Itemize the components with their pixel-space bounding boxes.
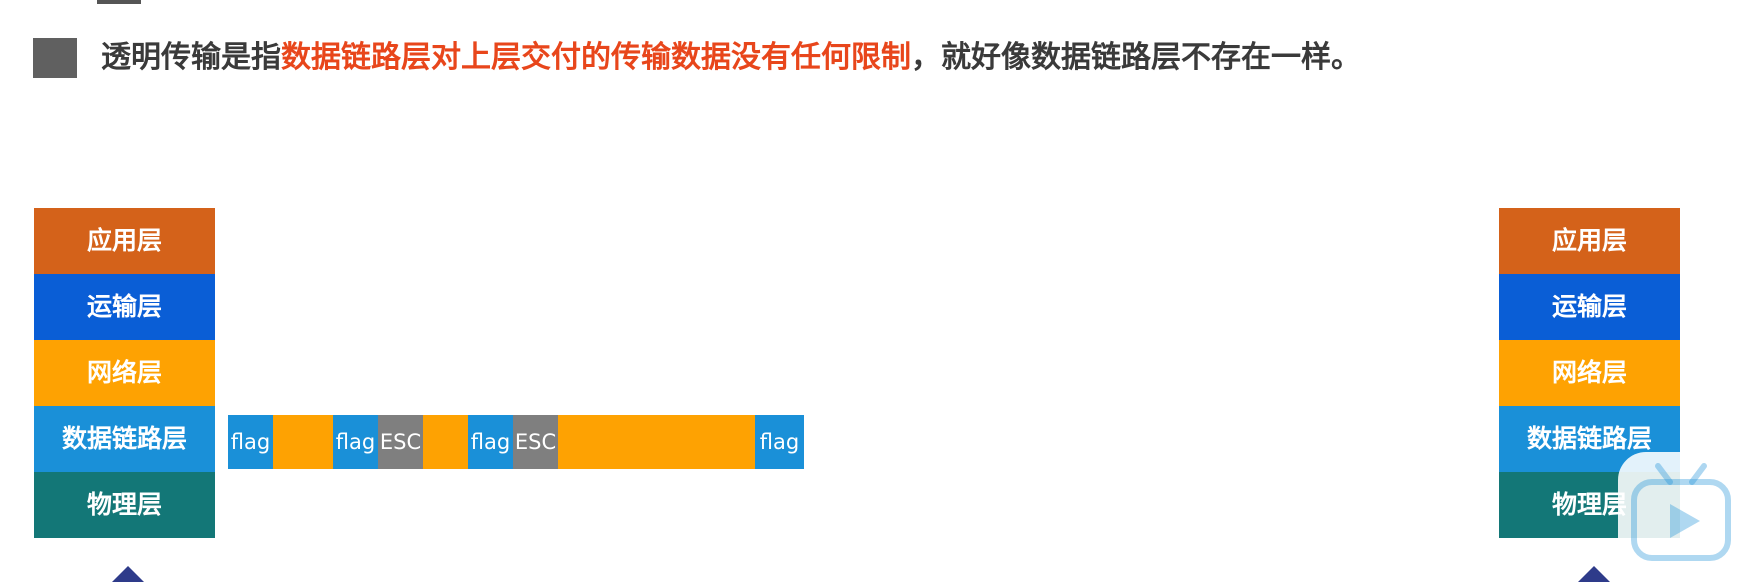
left-layer-datalink: 数据链路层	[34, 406, 215, 472]
left-layer-application: 应用层	[34, 208, 215, 274]
video-player-glyph	[1631, 463, 1731, 561]
right-layer-network: 网络层	[1499, 340, 1680, 406]
frame-flag-start: flag	[228, 415, 273, 469]
square-bullet-icon	[33, 38, 77, 78]
video-player-icon[interactable]	[1618, 452, 1744, 578]
right-layer-transport: 运输层	[1499, 274, 1680, 340]
arrow-tip-icon	[112, 566, 144, 582]
left-layer-transport: 运输层	[34, 274, 215, 340]
right-layer-application: 应用层	[1499, 208, 1680, 274]
frame-esc: ESC	[378, 415, 423, 469]
headline-highlight: 数据链路层对上层交付的传输数据没有任何限制	[281, 40, 911, 75]
right-layer-datalink: 数据链路层	[1499, 406, 1680, 472]
frame-data-segment	[273, 415, 333, 469]
frame-flag-stuffed: flag	[333, 415, 378, 469]
left-layer-physical: 物理层	[34, 472, 215, 538]
headline: 透明传输是指数据链路层对上层交付的传输数据没有任何限制，就好像数据链路层不存在一…	[101, 36, 1361, 80]
frame-flag-stuffed: flag	[468, 415, 513, 469]
frame: flag flag ESC flag ESC flag	[228, 415, 804, 469]
frame-flag-end: flag	[755, 415, 804, 469]
frame-data-segment	[558, 415, 755, 469]
top-stub-decoration	[97, 0, 141, 4]
left-protocol-stack: 应用层 运输层 网络层 数据链路层 物理层	[34, 208, 215, 538]
left-layer-network: 网络层	[34, 340, 215, 406]
arrow-tip-icon	[1578, 566, 1610, 582]
frame-data-segment	[423, 415, 468, 469]
frame-esc: ESC	[513, 415, 558, 469]
headline-prefix: 透明传输是指	[101, 40, 281, 75]
headline-suffix: ，就好像数据链路层不存在一样。	[911, 40, 1361, 75]
